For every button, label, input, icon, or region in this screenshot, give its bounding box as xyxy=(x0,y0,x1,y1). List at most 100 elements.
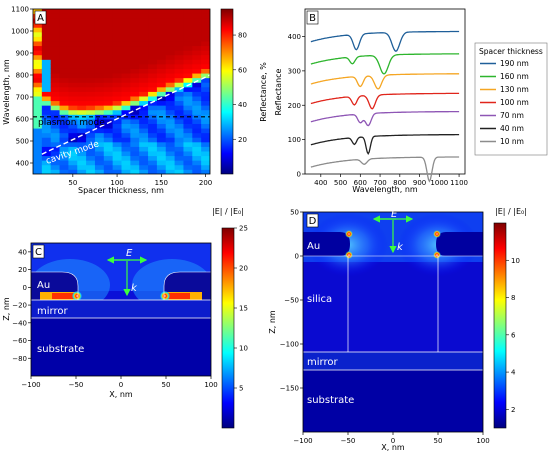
panel-a-label: A xyxy=(37,13,44,24)
panel-a-cell xyxy=(59,164,69,170)
panel-a-cell xyxy=(77,114,87,120)
panel-a-cell xyxy=(192,31,202,37)
panel-a-cell xyxy=(86,141,96,147)
panel-a-x-ticks: 50 100 150 200 xyxy=(68,174,212,187)
panel-c-colorbar-label: |E| / |E₀| xyxy=(212,207,244,216)
panel-a-cell xyxy=(174,22,184,28)
panel-a-cell xyxy=(201,73,210,79)
left-au-particle-d xyxy=(303,232,350,256)
panel-a-cell xyxy=(86,27,96,33)
panel-d-e-label: E xyxy=(391,209,398,220)
panel-a-cell xyxy=(94,41,105,47)
panel-a-cell xyxy=(165,105,175,111)
panel-a-heatmap-cells xyxy=(33,9,210,174)
panel-a-cell xyxy=(77,100,87,106)
panel-a-badge xyxy=(34,10,47,25)
panel-a-cell xyxy=(41,100,52,106)
right-gap-hotspot-core xyxy=(168,293,190,299)
panel-a-cell xyxy=(86,132,96,138)
panel-a-cell xyxy=(148,77,158,83)
panel-a-cell xyxy=(59,123,69,129)
panel-a-cell xyxy=(192,128,202,134)
panel-a-cell xyxy=(192,151,202,157)
panel-a-cell xyxy=(165,128,175,134)
panel-a-cell xyxy=(94,155,105,161)
panel-a-cell xyxy=(121,96,131,102)
panel-a-cell xyxy=(86,160,96,166)
panel-a-cell xyxy=(130,123,140,129)
panel-a-cell xyxy=(112,9,122,14)
panel-a-cell xyxy=(183,151,193,157)
panel-a-cell xyxy=(41,123,52,129)
panel-a-cell xyxy=(59,50,69,56)
panel-a-cell xyxy=(201,36,210,42)
panel-a-cell xyxy=(59,77,69,83)
panel-a-cell xyxy=(148,119,158,124)
panel-a-cell xyxy=(68,45,78,51)
panel-a-cell xyxy=(86,109,96,115)
panel-a-cell xyxy=(112,27,122,33)
panel-a-cell xyxy=(165,109,175,115)
panel-a-cell xyxy=(139,31,149,37)
panel-a-cell xyxy=(139,119,149,124)
panel-a-cell xyxy=(103,141,114,147)
panel-a-cell xyxy=(103,132,114,138)
panel-a-cell xyxy=(103,137,114,143)
panel-a-cell xyxy=(201,160,210,166)
panel-a-cell xyxy=(59,22,69,28)
panel-c-y-tick-label: −20 xyxy=(12,302,27,310)
panel-a-cell xyxy=(165,82,175,88)
panel-a-cell xyxy=(94,73,105,79)
panel-a-cell xyxy=(103,77,114,83)
panel-a-cell xyxy=(183,73,193,79)
panel-a-cell xyxy=(165,9,175,14)
panel-a-cell xyxy=(112,169,122,174)
panel-a-cell xyxy=(165,119,175,124)
panel-a-cell xyxy=(94,91,105,97)
panel-a-cell xyxy=(68,64,78,69)
panel-a-cell xyxy=(50,41,60,47)
panel-a-y-tick-label: 500 xyxy=(16,138,29,146)
panel-a-cell xyxy=(192,86,202,92)
panel-a-cell xyxy=(139,77,149,83)
panel-b-x-tick-label: 600 xyxy=(354,179,367,187)
panel-a-cell xyxy=(165,96,175,102)
panel-a-cell xyxy=(183,119,193,124)
panel-c-label: C xyxy=(35,247,42,258)
panel-a-cell xyxy=(94,86,105,92)
panel-a-cell xyxy=(77,64,87,69)
panel-b-badge xyxy=(306,10,319,25)
panel-a-cell xyxy=(192,96,202,102)
panel-a-cell xyxy=(139,41,149,47)
panel-a-cell xyxy=(77,164,87,170)
panel-a-cell xyxy=(165,151,175,157)
panel-a-cell xyxy=(183,45,193,51)
panel-a-cell xyxy=(139,27,149,33)
panel-d-y-tick-label: −50 xyxy=(284,297,299,305)
legend-label: 40 nm xyxy=(500,124,524,133)
panel-a-cell xyxy=(103,146,114,152)
panel-a-cell xyxy=(174,73,184,79)
panel-a-cell xyxy=(192,160,202,166)
panel-d-x-tick-label: 0 xyxy=(391,437,395,445)
panel-a-cell xyxy=(148,36,158,42)
panel-a-cell xyxy=(201,64,210,69)
panel-a-cell xyxy=(121,18,131,24)
panel-a-cell xyxy=(33,132,43,138)
panel-a-cell xyxy=(50,77,60,83)
panel-a-cell xyxy=(103,59,114,65)
panel-a-cell xyxy=(139,141,149,147)
panel-a-y-tick-label: 400 xyxy=(16,160,29,168)
panel-a-xlabel: Spacer thickness, nm xyxy=(78,186,164,195)
panel-a-cell xyxy=(156,68,167,74)
panel-a-cell xyxy=(33,160,43,166)
panel-a-x-tick-label: 200 xyxy=(199,179,212,187)
panel-a-cell xyxy=(112,77,122,83)
panel-a-cell xyxy=(201,109,210,115)
panel-a-cell xyxy=(121,13,131,19)
panel-a-cell xyxy=(50,54,60,60)
left-particle-outline xyxy=(31,271,79,300)
panel-a-cell xyxy=(165,41,175,47)
panel-a-cell xyxy=(41,22,52,28)
panel-a-cell xyxy=(156,100,167,106)
